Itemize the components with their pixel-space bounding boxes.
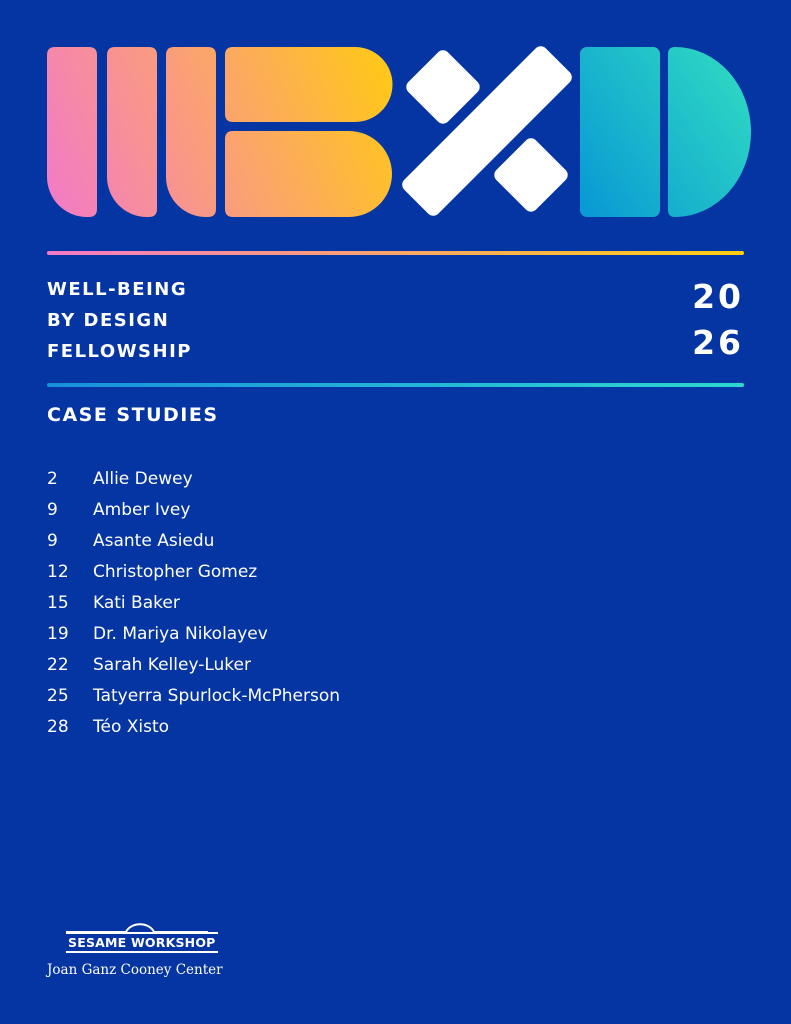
logo-b	[225, 47, 393, 217]
entry: 9 Asante Asiedu	[47, 527, 340, 558]
fellow-name: Kati Baker	[93, 593, 180, 613]
fellow-name: Christopher Gomez	[93, 562, 258, 582]
logo	[47, 46, 751, 387]
title-line: FELLOWSHIP	[47, 341, 192, 362]
fellow-name: Sarah Kelley-Luker	[93, 655, 251, 675]
page-number: 9	[47, 531, 58, 551]
fellow-name: Amber Ivey	[93, 500, 191, 520]
fellow-name: Allie Dewey	[93, 469, 193, 489]
page-number: 15	[47, 593, 69, 613]
page-number: 28	[47, 717, 69, 737]
page-number: 12	[47, 562, 69, 582]
fellow-name: Tatyerra Spurlock-McPherson	[93, 686, 340, 706]
entry: 22 Sarah Kelley-Luker	[47, 651, 340, 682]
logo-arch	[66, 923, 208, 933]
divider	[47, 251, 744, 255]
section-title: CASE STUDIES	[47, 404, 219, 426]
fellow-name: Dr. Mariya Nikolayev	[93, 624, 268, 644]
year-line: 26	[692, 323, 744, 362]
page-number: 9	[47, 500, 58, 520]
entry: 9 Amber Ivey	[47, 496, 340, 527]
footer-brand: SESAME WORKSHOP	[66, 932, 218, 953]
entry: 25 Tatyerra Spurlock-McPherson	[47, 682, 340, 713]
fellow-name: Asante Asiedu	[93, 531, 215, 551]
entry: 12 Christopher Gomez	[47, 558, 340, 589]
entry: 2 Allie Dewey	[47, 465, 340, 496]
divider	[47, 383, 744, 387]
entry: 28 Téo Xisto	[47, 713, 340, 744]
year: 20 26	[692, 274, 744, 366]
title-line: BY DESIGN	[47, 310, 170, 331]
entry: 15 Kati Baker	[47, 589, 340, 620]
year-line: 20	[692, 277, 744, 316]
logo-x	[402, 46, 572, 216]
page-number: 25	[47, 686, 69, 706]
page-number: 19	[47, 624, 69, 644]
program-title: WELL-BEING BY DESIGN FELLOWSHIP	[47, 274, 192, 367]
case-study-list: 2 Allie Dewey 9 Amber Ivey 9 Asante Asiedu 12 C…	[47, 465, 340, 744]
footer-center: Joan Ganz Cooney Center	[47, 962, 223, 978]
page-number: 22	[47, 655, 69, 675]
page-number: 2	[47, 469, 58, 489]
logo-d	[580, 47, 751, 217]
fellow-name: Téo Xisto	[93, 717, 170, 737]
entry: 19 Dr. Mariya Nikolayev	[47, 620, 340, 651]
title-line: WELL-BEING	[47, 279, 188, 300]
logo-w	[47, 47, 216, 217]
